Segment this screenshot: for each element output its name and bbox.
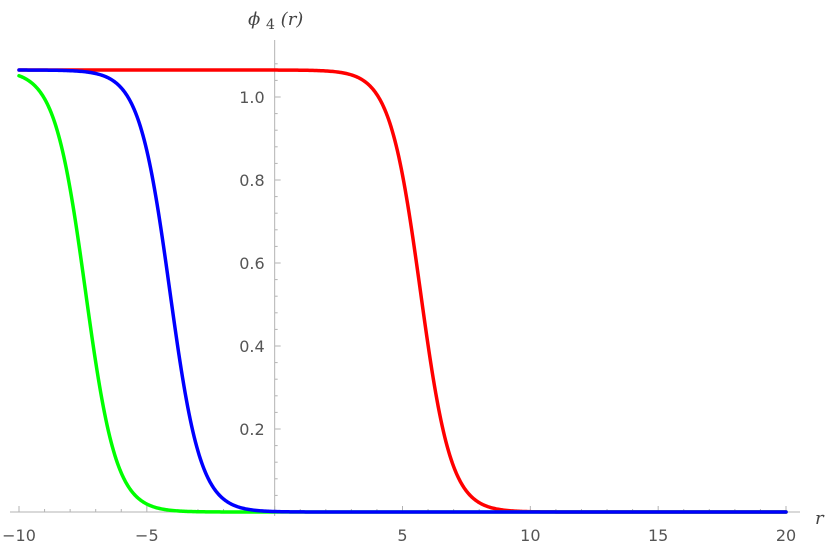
x-tick-label: −10 [2, 526, 36, 545]
y-axis-label-main: ϕ [248, 9, 260, 30]
series-line-3 [17, 68, 788, 514]
y-axis-label-subscript: 4 [266, 17, 275, 33]
x-tick-label: 15 [648, 526, 668, 545]
tick-labels: −10 −5 5 10 15 20 0.2 0.4 0.6 0.8 1.0 [2, 88, 796, 545]
y-tick-label: 0.8 [239, 171, 264, 190]
x-tick-label: −5 [135, 526, 159, 545]
y-tick-label: 0.6 [239, 254, 264, 273]
series-line-1 [17, 68, 788, 514]
x-tick-label: 10 [520, 526, 540, 545]
x-tick-label: 20 [776, 526, 796, 545]
x-axis-label: r [815, 508, 825, 529]
y-tick-label: 0.2 [239, 420, 264, 439]
axes [10, 40, 800, 516]
y-axis-label: ϕ 4 (r) [248, 9, 303, 34]
x-tick-label: 5 [397, 526, 407, 545]
y-axis-label-argument: (r) [281, 9, 304, 30]
series-line-2 [17, 74, 788, 514]
y-tick-label: 1.0 [239, 88, 264, 107]
ticks [18, 63, 787, 512]
y-tick-label: 0.4 [239, 337, 264, 356]
curves [17, 68, 788, 514]
